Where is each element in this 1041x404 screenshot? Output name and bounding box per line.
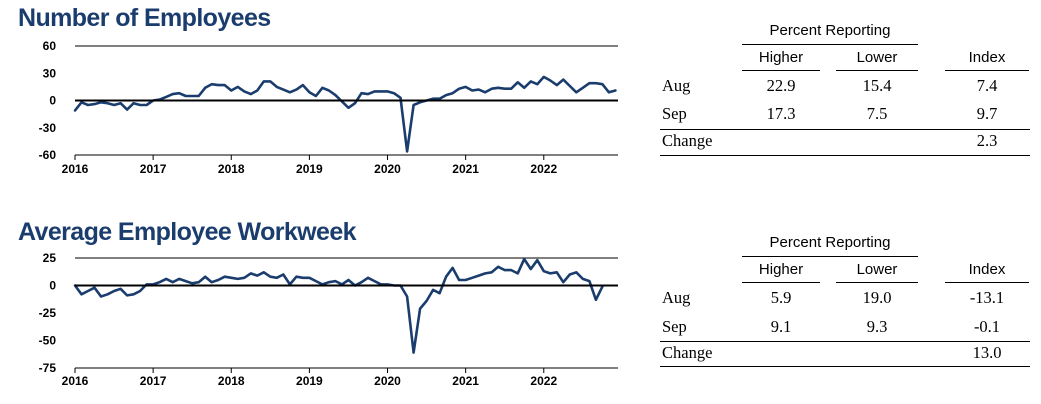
value-higher: 17.3 bbox=[766, 104, 796, 123]
change-bottom-rule bbox=[660, 155, 1030, 156]
value-higher: 5.9 bbox=[770, 288, 792, 307]
x-tick-label: 2020 bbox=[374, 162, 401, 176]
value-higher: 22.9 bbox=[766, 76, 796, 95]
change-bottom-rule bbox=[660, 366, 1030, 367]
x-tick-label: 2022 bbox=[530, 162, 557, 176]
value-lower: 7.5 bbox=[866, 104, 888, 123]
value-lower: 19.0 bbox=[862, 288, 892, 307]
y-tick-label: -50 bbox=[39, 334, 57, 348]
x-tick-label: 2016 bbox=[62, 374, 89, 388]
header-rule bbox=[742, 44, 918, 45]
x-tick-label: 2017 bbox=[140, 374, 167, 388]
x-tick-label: 2016 bbox=[62, 162, 89, 176]
chart-title: Number of Employees bbox=[18, 4, 271, 32]
y-tick-label: -30 bbox=[39, 121, 57, 135]
col-rule-lower bbox=[836, 70, 918, 71]
value-index: -0.1 bbox=[973, 317, 1001, 336]
panel-number-of-employees: Number of Employees 60 30 0 -30 -60 2016 2017 2… bbox=[0, 0, 1041, 200]
col-rule-lower bbox=[836, 282, 918, 283]
y-tick-label: 0 bbox=[49, 279, 56, 293]
line-chart-workweek: 25 0 -25 -50 -75 2016 2017 2018 2019 2020 2021 2022 bbox=[39, 251, 618, 388]
col-higher-header: Higher bbox=[758, 49, 804, 66]
col-index-header: Index bbox=[968, 49, 1006, 66]
col-higher-header: Higher bbox=[758, 261, 804, 278]
change-top-rule bbox=[660, 129, 1030, 130]
col-lower-header: Lower bbox=[856, 261, 898, 278]
change-value: 13.0 bbox=[972, 343, 1002, 362]
x-tick-label: 2018 bbox=[218, 374, 245, 388]
change-label: Change bbox=[662, 131, 713, 150]
row-label: Sep bbox=[662, 317, 687, 336]
header-rule bbox=[742, 256, 918, 257]
col-index-header: Index bbox=[968, 261, 1006, 278]
percent-reporting-header: Percent Reporting bbox=[769, 22, 891, 39]
change-top-rule bbox=[660, 341, 1030, 342]
change-label: Change bbox=[662, 343, 713, 362]
line-chart-employees: 60 30 0 -30 -60 2016 2017 2018 2019 2020 2021 2022 bbox=[39, 39, 618, 176]
y-tick-label: -75 bbox=[39, 361, 57, 375]
value-index: 9.7 bbox=[976, 104, 998, 123]
value-index: 7.4 bbox=[976, 76, 998, 95]
value-lower: 9.3 bbox=[866, 317, 888, 336]
value-higher: 9.1 bbox=[770, 317, 792, 336]
series-line bbox=[73, 75, 617, 153]
y-tick-label: 30 bbox=[43, 66, 57, 80]
panel-average-employee-workweek: Average Employee Workweek 25 0 -25 -50 -75 20… bbox=[0, 214, 1041, 404]
x-tick-label: 2021 bbox=[452, 162, 479, 176]
col-rule-higher bbox=[742, 70, 820, 71]
row-label: Sep bbox=[662, 104, 687, 123]
percent-reporting-header: Percent Reporting bbox=[769, 234, 891, 251]
y-tick-label: -25 bbox=[39, 306, 57, 320]
x-tick-label: 2020 bbox=[374, 374, 401, 388]
series-line bbox=[73, 257, 604, 354]
x-tick-label: 2019 bbox=[296, 374, 323, 388]
x-tick-label: 2019 bbox=[296, 162, 323, 176]
x-tick-label: 2018 bbox=[218, 162, 245, 176]
employees-table: Percent Reporting Higher Lower Index Aug… bbox=[660, 0, 1030, 200]
workweek-table: Percent Reporting Higher Lower Index Aug… bbox=[660, 214, 1030, 404]
row-label: Aug bbox=[662, 76, 691, 95]
x-tick-label: 2021 bbox=[452, 374, 479, 388]
col-rule-index bbox=[945, 70, 1029, 71]
y-tick-label: 0 bbox=[49, 94, 56, 108]
chart-title: Average Employee Workweek bbox=[18, 218, 357, 246]
col-rule-index bbox=[945, 282, 1029, 283]
row-label: Aug bbox=[662, 288, 691, 307]
change-value: 2.3 bbox=[976, 131, 998, 150]
y-tick-label: 25 bbox=[43, 251, 57, 265]
x-tick-label: 2017 bbox=[140, 162, 167, 176]
col-rule-higher bbox=[742, 282, 820, 283]
x-tick-label: 2022 bbox=[530, 374, 557, 388]
col-lower-header: Lower bbox=[856, 49, 898, 66]
value-lower: 15.4 bbox=[862, 76, 892, 95]
y-tick-label: -60 bbox=[39, 148, 57, 162]
y-tick-label: 60 bbox=[43, 39, 57, 53]
value-index: -13.1 bbox=[969, 288, 1005, 307]
